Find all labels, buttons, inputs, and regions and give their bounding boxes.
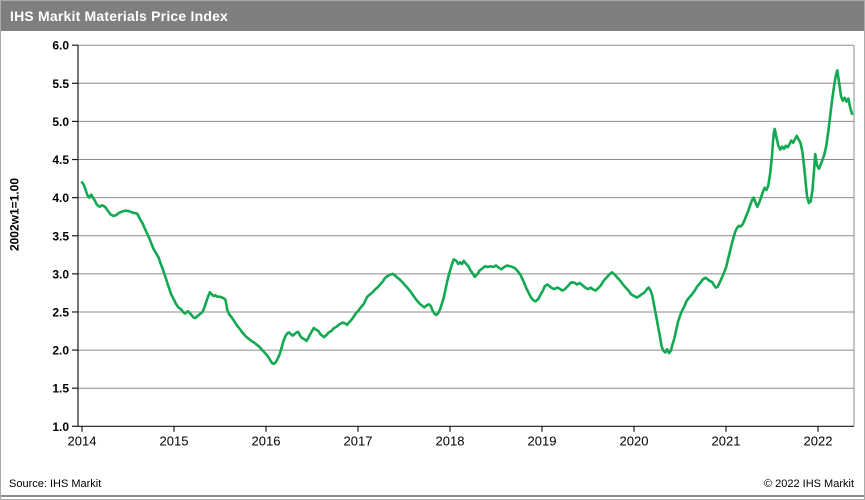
- price-index-line: [80, 69, 854, 366]
- x-tick-label: 2020: [620, 433, 649, 448]
- chart-title-bar: IHS Markit Materials Price Index: [1, 1, 864, 31]
- x-tick-label: 2015: [160, 433, 189, 448]
- source-note: Source: IHS Markit: [9, 478, 102, 490]
- bottom-rule: [1, 495, 864, 497]
- y-tick-label: 3.0: [52, 267, 69, 281]
- y-tick-label: 1.0: [52, 420, 69, 434]
- chart-title: IHS Markit Materials Price Index: [10, 8, 229, 24]
- x-tick-label: 2017: [344, 433, 373, 448]
- y-tick-label: 1.5: [52, 382, 69, 396]
- y-axis-title: 2002w1=1.00: [7, 177, 22, 252]
- y-tick-label: 4.5: [52, 153, 69, 167]
- y-tick-label: 2.0: [52, 344, 69, 358]
- x-tick-label: 2014: [68, 433, 97, 448]
- x-tick-label: 2016: [252, 433, 281, 448]
- y-tick-label: 4.0: [52, 191, 69, 205]
- x-tick-label: 2022: [804, 433, 833, 448]
- y-tick-label: 2.5: [52, 305, 69, 319]
- x-tick-label: 2018: [436, 433, 465, 448]
- copyright-note: © 2022 IHS Markit: [763, 478, 854, 490]
- y-tick-label: 3.5: [52, 229, 69, 243]
- y-tick-label: 5.0: [52, 115, 69, 129]
- y-tick-label: 6.0: [52, 39, 69, 53]
- x-tick-label: 2021: [712, 433, 741, 448]
- y-tick-label: 5.5: [52, 77, 69, 91]
- x-tick-label: 2019: [528, 433, 557, 448]
